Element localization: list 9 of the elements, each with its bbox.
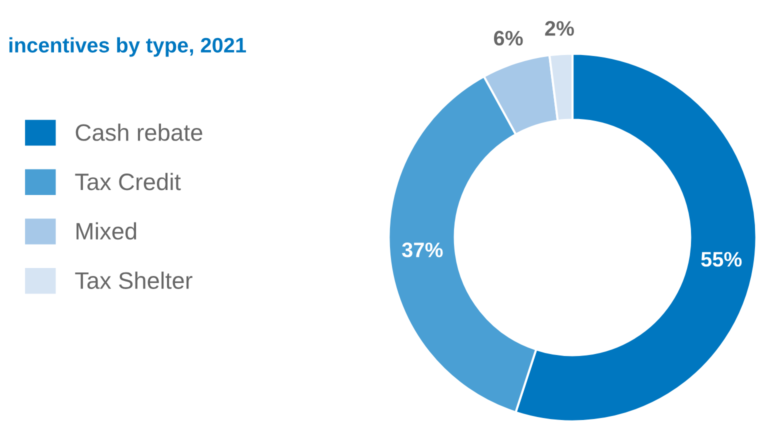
data-label: 2% (545, 21, 574, 36)
data-label: 37% (402, 242, 443, 258)
legend-label: Tax Credit (75, 172, 181, 190)
legend-label: Cash rebate (76, 124, 202, 141)
legend-label: Mixed (76, 222, 136, 240)
legend-label: Tax Shelter (75, 272, 192, 289)
text: incentives by type, 2021 (9, 37, 246, 57)
data-label: 6% (494, 30, 523, 46)
data-label: 55% (701, 252, 742, 267)
